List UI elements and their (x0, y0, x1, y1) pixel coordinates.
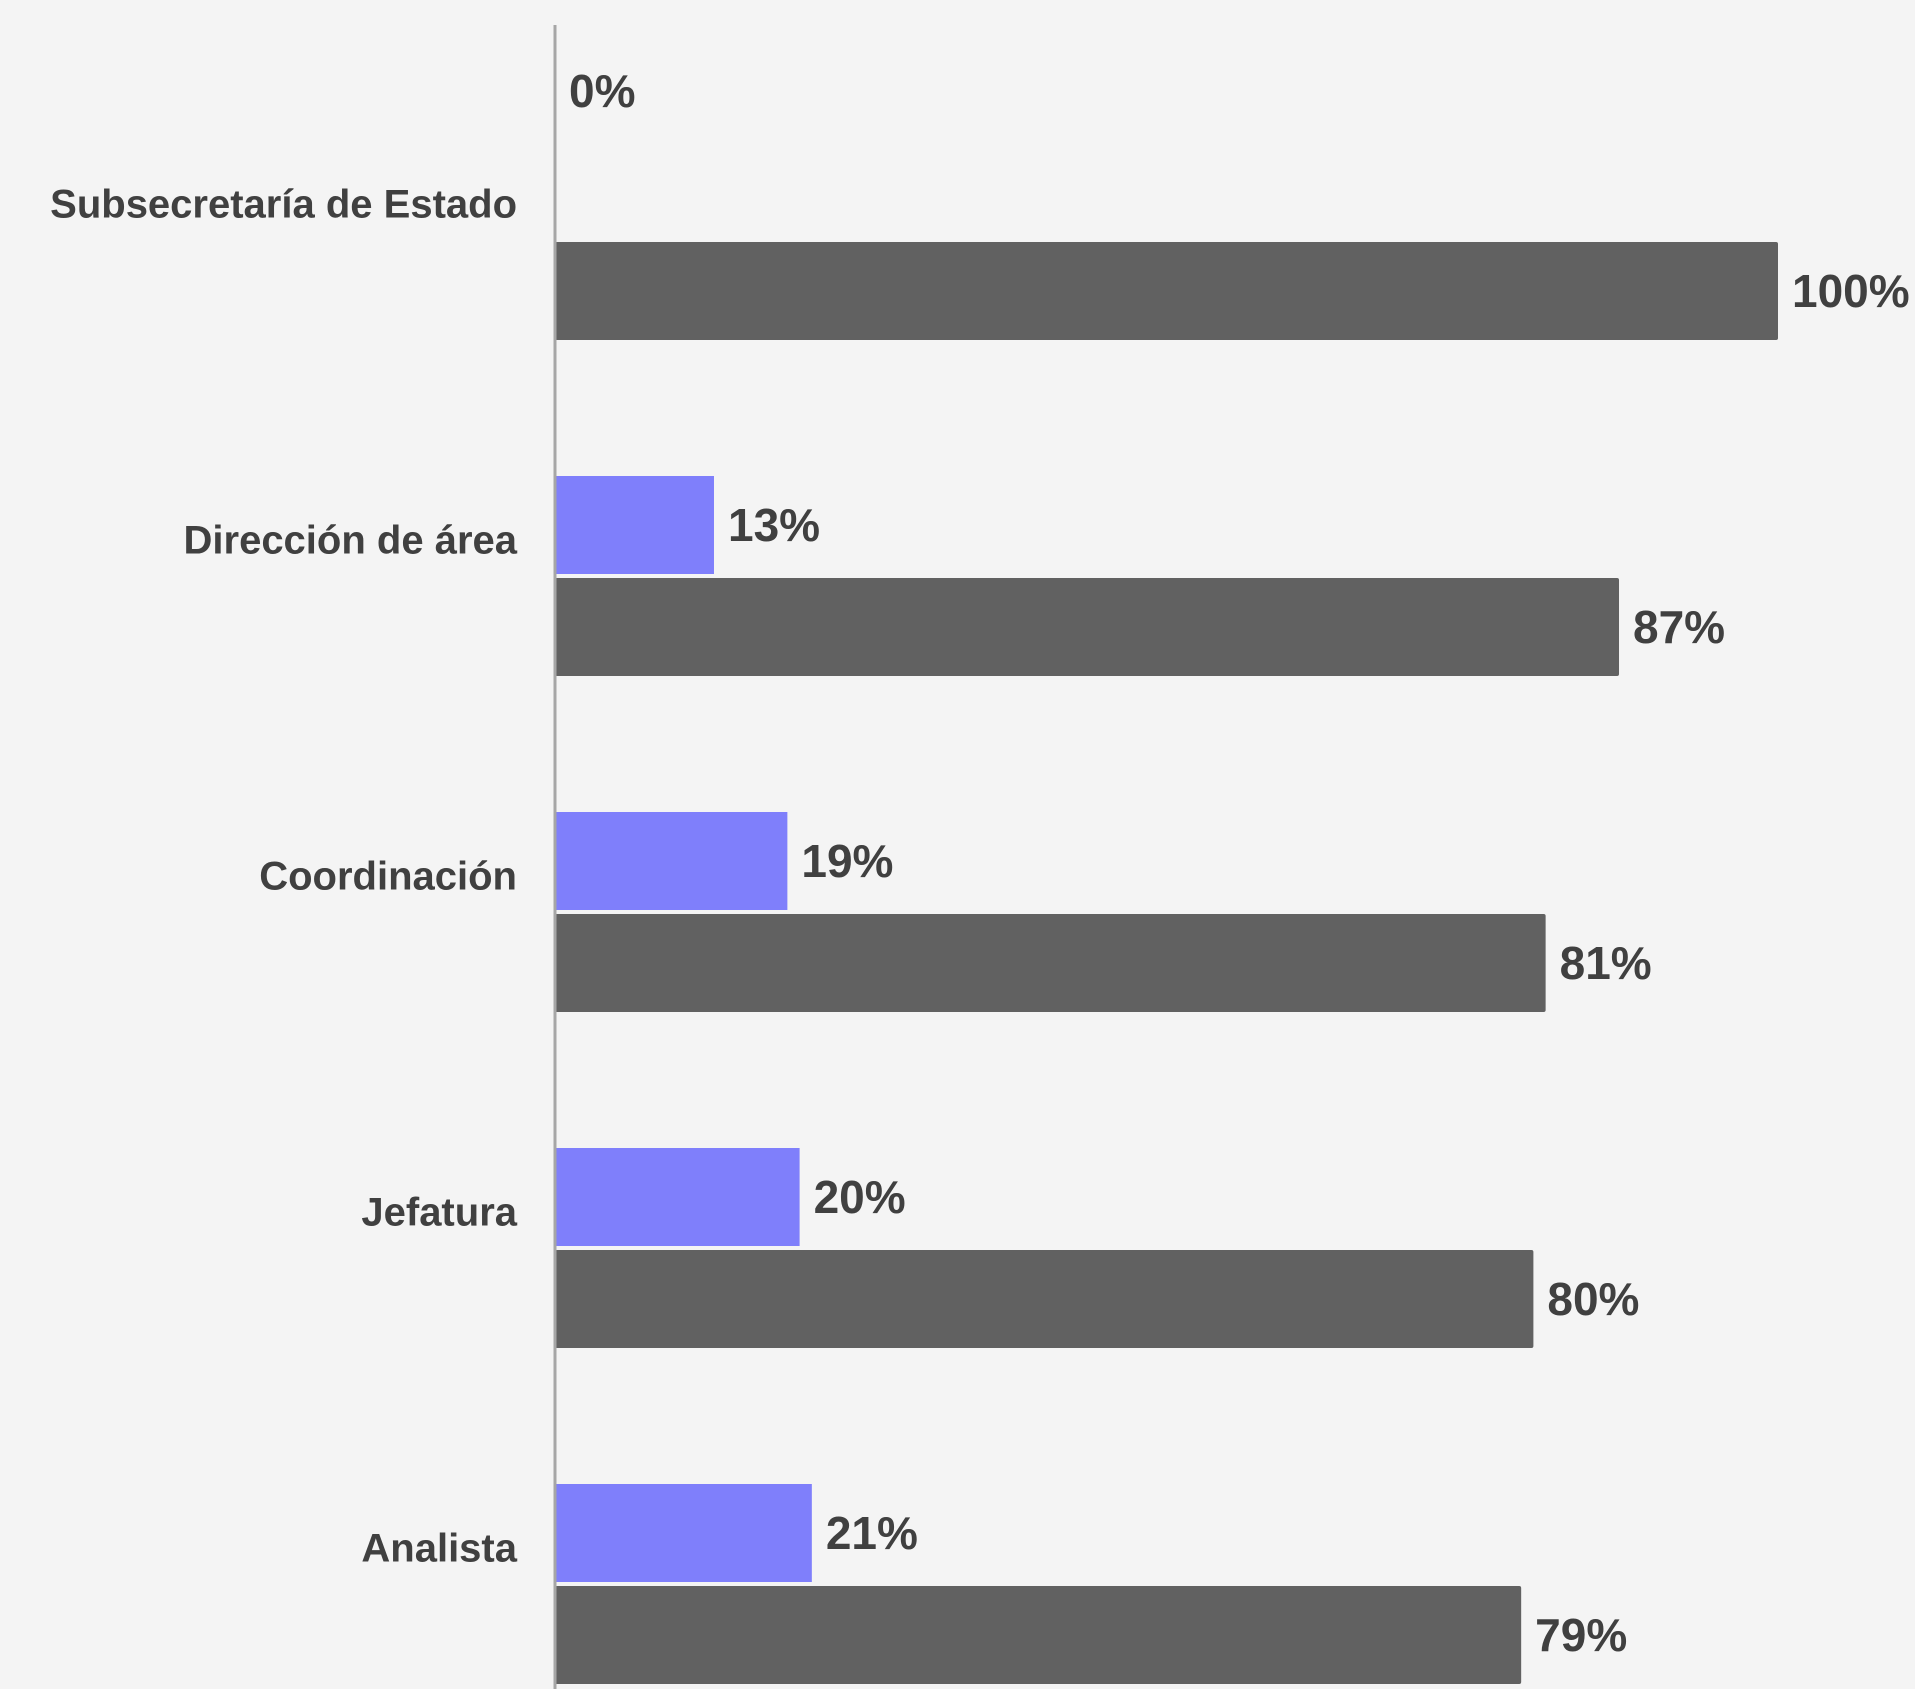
category-label: Subsecretaría de Estado (50, 183, 517, 227)
category-label: Jefatura (361, 1191, 517, 1235)
data-label: 21% (826, 1507, 918, 1559)
data-label: 0% (569, 65, 635, 117)
bar-series-1 (555, 1148, 800, 1246)
bar-series-2 (555, 242, 1778, 340)
category-label: Dirección de área (184, 519, 518, 563)
bar-series-1 (555, 476, 714, 574)
data-label: 13% (728, 499, 820, 551)
labels-layer: Subsecretaría de Estado 0% 100% Dirección d… (50, 65, 1910, 1661)
bar-series-1 (555, 1484, 812, 1582)
data-label: 81% (1560, 937, 1652, 989)
data-label: 87% (1633, 601, 1725, 653)
bar-series-2 (555, 914, 1546, 1012)
category-label: Coordinación (259, 855, 517, 899)
bar-series-1 (555, 812, 788, 910)
data-label: 79% (1535, 1609, 1627, 1661)
data-label: 80% (1547, 1273, 1639, 1325)
bar-series-2 (555, 1586, 1522, 1684)
category-label: Analista (361, 1527, 517, 1571)
bar-series-2 (555, 1250, 1534, 1348)
data-label: 20% (814, 1171, 906, 1223)
data-label: 100% (1792, 265, 1910, 317)
bars-layer (555, 242, 1778, 1684)
bar-series-2 (555, 578, 1620, 676)
data-label: 19% (801, 835, 893, 887)
